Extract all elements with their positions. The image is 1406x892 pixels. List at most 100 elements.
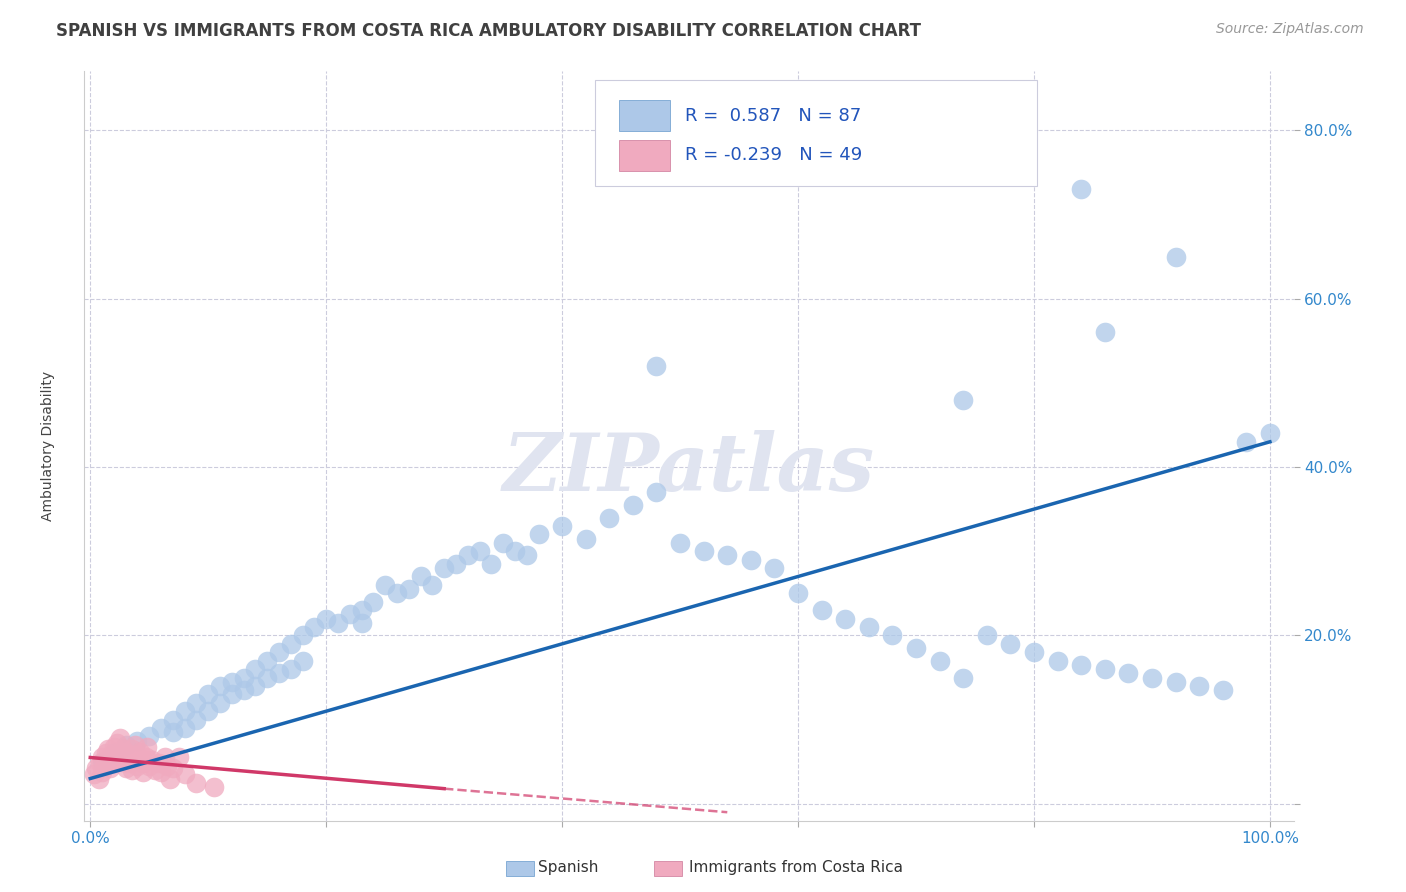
Point	[186, 776, 208, 790]
Point	[409, 569, 432, 583]
Text: R =  0.587   N = 87: R = 0.587 N = 87	[685, 106, 862, 125]
Point	[150, 721, 173, 735]
Point	[105, 750, 128, 764]
Point	[122, 753, 145, 767]
Text: Ambulatory Disability: Ambulatory Disability	[41, 371, 55, 521]
Point	[173, 721, 195, 735]
Point	[1000, 637, 1022, 651]
Point	[645, 485, 668, 500]
Text: Source: ZipAtlas.com: Source: ZipAtlas.com	[1216, 22, 1364, 37]
Point	[398, 582, 420, 596]
Point	[621, 498, 644, 512]
Point	[141, 753, 163, 767]
Point	[162, 725, 184, 739]
Point	[112, 742, 135, 756]
Point	[138, 730, 160, 744]
Point	[208, 679, 231, 693]
Point	[186, 696, 208, 710]
Point	[256, 671, 278, 685]
Point	[810, 603, 832, 617]
Point	[740, 552, 762, 566]
Point	[221, 687, 243, 701]
Point	[153, 750, 176, 764]
Point	[1164, 674, 1187, 689]
Point	[156, 759, 179, 773]
Point	[516, 549, 538, 563]
Point	[128, 745, 150, 759]
Point	[129, 755, 152, 769]
Point	[374, 578, 396, 592]
Point	[127, 759, 149, 773]
Point	[787, 586, 810, 600]
Point	[91, 750, 114, 764]
Text: Immigrants from Costa Rica: Immigrants from Costa Rica	[689, 860, 903, 874]
Point	[202, 780, 225, 794]
Point	[716, 549, 738, 563]
Point	[669, 536, 692, 550]
Point	[132, 764, 155, 779]
Point	[339, 607, 361, 622]
Point	[457, 549, 479, 563]
Point	[135, 739, 157, 754]
Point	[763, 561, 786, 575]
Point	[905, 641, 928, 656]
Point	[103, 756, 125, 771]
Point	[882, 628, 904, 642]
Point	[422, 578, 444, 592]
Point	[108, 731, 131, 746]
Point	[103, 746, 125, 760]
Point	[173, 767, 195, 781]
Point	[350, 615, 373, 630]
Point	[291, 654, 314, 668]
Point	[111, 755, 134, 769]
Point	[221, 674, 243, 689]
Point	[89, 756, 111, 771]
Point	[952, 671, 974, 685]
Point	[645, 359, 668, 373]
Point	[280, 637, 302, 651]
Point	[692, 544, 714, 558]
Point	[91, 764, 114, 779]
Point	[105, 736, 128, 750]
Point	[98, 761, 121, 775]
Point	[135, 750, 157, 764]
Point	[551, 519, 574, 533]
Point	[159, 772, 181, 786]
Point	[315, 611, 337, 625]
Point	[928, 654, 950, 668]
Point	[280, 662, 302, 676]
Point	[84, 761, 107, 775]
Point	[121, 763, 143, 777]
Point	[114, 746, 136, 760]
Point	[127, 733, 149, 747]
Point	[121, 742, 143, 756]
Point	[87, 772, 110, 786]
Point	[127, 747, 149, 762]
Point	[444, 557, 467, 571]
Point	[385, 586, 408, 600]
Point	[1070, 182, 1092, 196]
Point	[363, 595, 385, 609]
Point	[1094, 326, 1116, 340]
Point	[1164, 250, 1187, 264]
Point	[93, 759, 115, 773]
Point	[291, 628, 314, 642]
Point	[245, 679, 267, 693]
Point	[1234, 434, 1257, 449]
Point	[433, 561, 456, 575]
Point	[197, 687, 219, 701]
Point	[150, 764, 173, 779]
Point	[468, 544, 491, 558]
Point	[1140, 671, 1163, 685]
Point	[326, 615, 349, 630]
Point	[834, 611, 856, 625]
Point	[479, 557, 502, 571]
Point	[143, 763, 166, 777]
FancyBboxPatch shape	[595, 80, 1038, 186]
Point	[97, 755, 120, 769]
Point	[256, 654, 278, 668]
Point	[304, 620, 326, 634]
FancyBboxPatch shape	[619, 100, 669, 131]
Point	[162, 713, 184, 727]
Point	[162, 761, 184, 775]
